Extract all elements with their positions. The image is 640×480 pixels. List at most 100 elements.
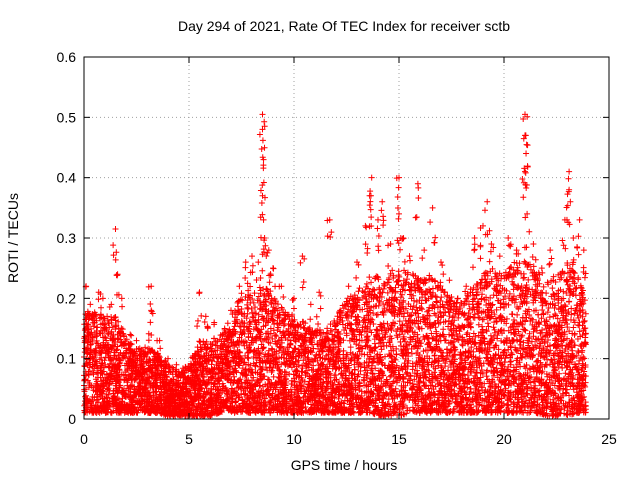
data-point bbox=[91, 404, 98, 411]
data-point bbox=[81, 333, 88, 340]
data-point bbox=[245, 305, 252, 312]
data-point bbox=[244, 304, 251, 311]
data-point bbox=[92, 352, 99, 359]
data-point bbox=[123, 336, 130, 343]
data-point bbox=[92, 360, 99, 367]
data-point bbox=[106, 380, 113, 387]
data-points bbox=[81, 111, 589, 419]
chart-title: Day 294 of 2021, Rate Of TEC Index for r… bbox=[178, 18, 510, 34]
data-point bbox=[136, 380, 143, 387]
data-point bbox=[108, 409, 115, 416]
data-point bbox=[103, 371, 110, 378]
data-point bbox=[120, 371, 127, 378]
data-point bbox=[368, 279, 375, 286]
data-point bbox=[126, 401, 133, 408]
data-point bbox=[89, 396, 96, 403]
data-point bbox=[95, 383, 102, 390]
data-point bbox=[98, 378, 105, 385]
data-point bbox=[82, 377, 89, 384]
data-point bbox=[117, 349, 124, 356]
data-point bbox=[123, 367, 130, 374]
data-point bbox=[115, 318, 122, 325]
data-point bbox=[111, 341, 118, 348]
data-point bbox=[97, 369, 104, 376]
data-point bbox=[271, 321, 278, 328]
data-point bbox=[96, 356, 103, 363]
data-point bbox=[87, 342, 94, 349]
data-point bbox=[97, 391, 104, 398]
data-point bbox=[106, 360, 113, 367]
data-point bbox=[115, 363, 122, 370]
data-point bbox=[133, 407, 140, 414]
data-point bbox=[94, 332, 101, 339]
data-point bbox=[81, 376, 88, 383]
data-point bbox=[84, 406, 91, 413]
data-point bbox=[119, 395, 126, 402]
data-point bbox=[85, 345, 92, 352]
data-point bbox=[116, 404, 123, 411]
data-point bbox=[83, 349, 90, 356]
data-point bbox=[86, 329, 93, 336]
data-point bbox=[125, 341, 132, 348]
data-point bbox=[381, 324, 388, 331]
data-point bbox=[134, 409, 141, 416]
data-point bbox=[93, 333, 100, 340]
data-point bbox=[113, 407, 120, 414]
data-point bbox=[363, 280, 370, 287]
data-point bbox=[113, 322, 120, 329]
data-point bbox=[118, 339, 125, 346]
data-point bbox=[89, 334, 96, 341]
data-point bbox=[103, 337, 110, 344]
data-point bbox=[117, 409, 124, 416]
data-point bbox=[123, 402, 130, 409]
data-point bbox=[127, 383, 134, 390]
data-point bbox=[104, 394, 111, 401]
data-point bbox=[112, 317, 119, 324]
data-point bbox=[124, 382, 131, 389]
data-point bbox=[108, 367, 115, 374]
data-point bbox=[86, 380, 93, 387]
data-point bbox=[133, 390, 140, 397]
data-point bbox=[90, 371, 97, 378]
data-point bbox=[397, 339, 404, 346]
data-point bbox=[105, 331, 112, 338]
data-point bbox=[117, 357, 124, 364]
data-point bbox=[96, 344, 103, 351]
data-point bbox=[102, 404, 109, 411]
data-point bbox=[126, 391, 133, 398]
data-point bbox=[105, 350, 112, 357]
data-point bbox=[364, 333, 371, 340]
data-point bbox=[97, 402, 104, 409]
data-point bbox=[102, 361, 109, 368]
data-point bbox=[114, 343, 121, 350]
data-point bbox=[88, 314, 95, 321]
data-point bbox=[124, 401, 131, 408]
data-point bbox=[112, 376, 119, 383]
data-point bbox=[366, 274, 373, 281]
data-point bbox=[114, 372, 121, 379]
data-point bbox=[269, 367, 276, 374]
data-point bbox=[105, 385, 112, 392]
data-point bbox=[347, 344, 354, 351]
data-point bbox=[108, 357, 115, 364]
data-point bbox=[124, 365, 131, 372]
data-point bbox=[104, 330, 111, 337]
data-point bbox=[82, 325, 89, 332]
data-point bbox=[123, 393, 130, 400]
data-point bbox=[413, 298, 420, 305]
data-point bbox=[120, 350, 127, 357]
data-point bbox=[125, 371, 132, 378]
data-point bbox=[87, 354, 94, 361]
data-point bbox=[116, 384, 123, 391]
data-point bbox=[82, 393, 89, 400]
data-point bbox=[103, 379, 110, 386]
data-point bbox=[98, 349, 105, 356]
data-point bbox=[98, 360, 105, 367]
data-point bbox=[115, 396, 122, 403]
data-point bbox=[86, 364, 93, 371]
data-point bbox=[94, 374, 101, 381]
data-point bbox=[113, 399, 120, 406]
data-point bbox=[224, 320, 231, 327]
data-point bbox=[293, 367, 300, 374]
